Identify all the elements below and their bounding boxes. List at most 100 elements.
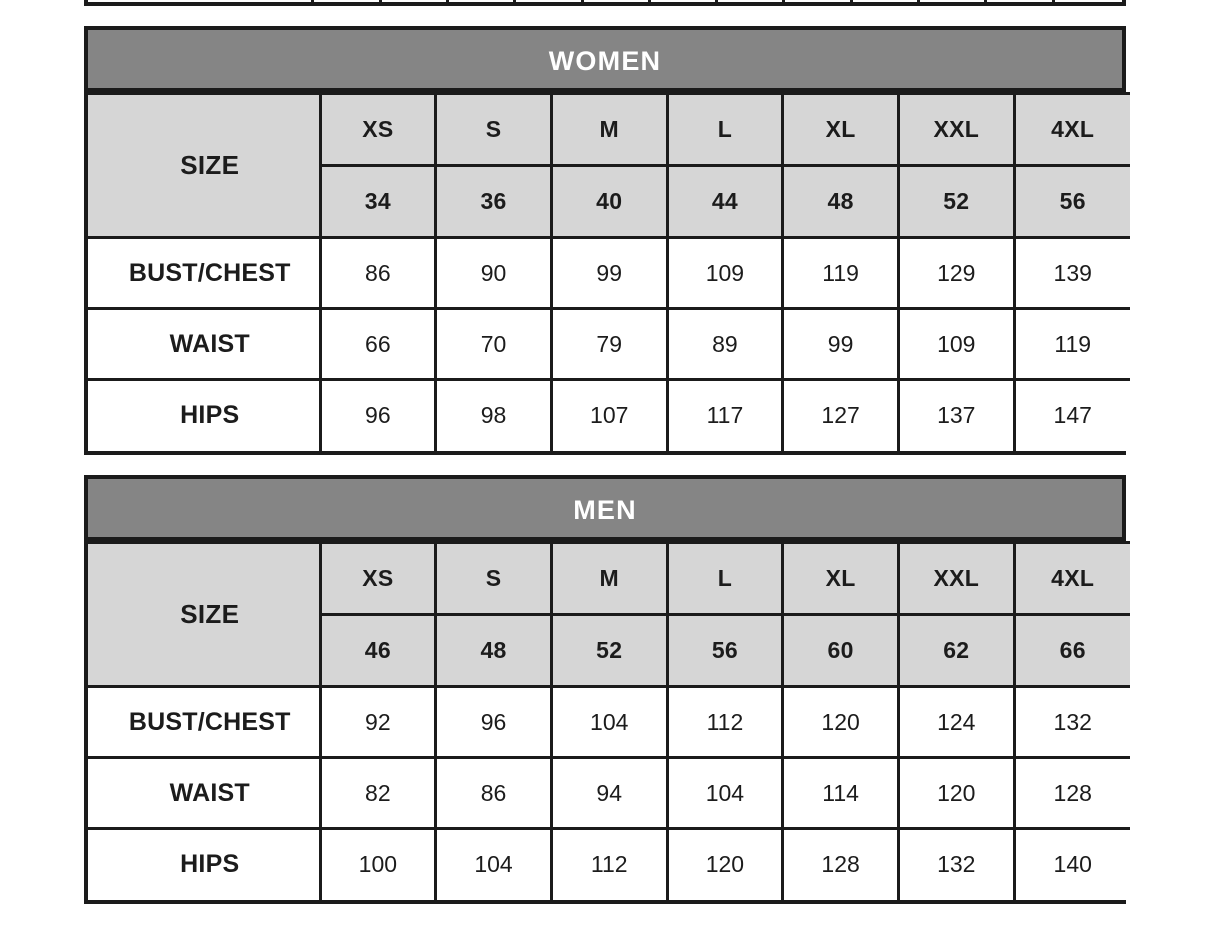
men-section-title: MEN (88, 479, 1122, 541)
size-number-44: 44 (665, 164, 785, 239)
size-name-s: S (434, 92, 553, 167)
partial-table-column (382, 0, 449, 2)
size-name-m: M (549, 92, 669, 167)
men-measurements-table: SIZE XS S M L XL XXL 4XL 46 48 52 56 60 62 66 BUST/CHES… (88, 541, 1130, 900)
size-number-40: 40 (549, 164, 669, 239)
table-row: BUST/CHEST 86 90 99 109 119 129 139 (88, 236, 1130, 310)
measurement-label-hips: HIPS (88, 378, 322, 451)
measurement-value: 86 (318, 236, 438, 310)
size-name-xl: XL (781, 541, 900, 616)
measurement-value: 128 (781, 827, 900, 900)
size-name-xs: XS (318, 541, 438, 616)
size-number-46: 46 (318, 613, 438, 688)
women-measurements-table: SIZE XS S M L XL XXL 4XL 34 36 40 44 48 52 56 BUST/CHES… (88, 92, 1130, 451)
measurement-value: 137 (896, 378, 1016, 451)
measurement-value: 128 (1012, 756, 1130, 830)
size-name-header-row: SIZE XS S M L XL XXL 4XL (88, 92, 1130, 239)
size-number-52: 52 (549, 613, 669, 688)
men-size-table: MEN SIZE XS S M L XL XXL 4XL 46 48 52 56 60 62 66 BUST/… (84, 475, 1130, 904)
measurement-value: 120 (896, 756, 1016, 830)
measurement-label-hips: HIPS (88, 827, 322, 900)
size-name-xs: XS (318, 92, 438, 167)
measurement-value: 66 (318, 307, 438, 381)
size-number-66: 66 (1012, 613, 1130, 688)
measurement-value: 139 (1012, 236, 1130, 310)
measurement-value: 112 (549, 827, 669, 900)
measurement-value: 124 (896, 685, 1016, 759)
measurement-value: 79 (549, 307, 669, 381)
measurement-value: 104 (665, 756, 785, 830)
partial-table-column (88, 0, 315, 2)
measurement-value: 140 (1012, 827, 1130, 900)
measurement-value: 132 (896, 827, 1016, 900)
size-name-xl: XL (781, 92, 900, 167)
partial-table-column (718, 0, 786, 2)
size-name-s: S (434, 541, 553, 616)
table-row: BUST/CHEST 92 96 104 112 120 124 132 (88, 685, 1130, 759)
partial-table-column (314, 0, 382, 2)
size-name-m: M (549, 541, 669, 616)
size-number-56: 56 (1012, 164, 1130, 239)
measurement-value: 120 (781, 685, 900, 759)
size-number-header-row: 34 36 40 44 48 52 56 (88, 164, 1130, 239)
measurement-value: 99 (781, 307, 900, 381)
size-name-4xl: 4XL (1012, 92, 1130, 167)
partial-table-column (853, 0, 921, 2)
size-number-34: 34 (318, 164, 438, 239)
partial-table-column (584, 0, 651, 2)
measurement-value: 132 (1012, 685, 1130, 759)
size-number-52: 52 (896, 164, 1016, 239)
size-number-62: 62 (896, 613, 1016, 688)
women-section-title: WOMEN (88, 30, 1122, 92)
measurement-value: 90 (434, 236, 553, 310)
measurement-value: 99 (549, 236, 669, 310)
table-row: WAIST 82 86 94 104 114 120 128 (88, 756, 1130, 830)
measurement-value: 92 (318, 685, 438, 759)
previous-table-partial (84, 0, 1126, 6)
measurement-value: 82 (318, 756, 438, 830)
measurement-value: 147 (1012, 378, 1130, 451)
measurement-value: 129 (896, 236, 1016, 310)
measurement-value: 70 (434, 307, 553, 381)
measurement-label-waist: WAIST (88, 307, 322, 381)
partial-table-column (516, 0, 584, 2)
measurement-value: 112 (665, 685, 785, 759)
measurement-value: 104 (549, 685, 669, 759)
measurement-value: 98 (434, 378, 553, 451)
measurement-value: 127 (781, 378, 900, 451)
size-name-4xl: 4XL (1012, 541, 1130, 616)
size-number-header-row: 46 48 52 56 60 62 66 (88, 613, 1130, 688)
measurement-value: 114 (781, 756, 900, 830)
partial-table-column (920, 0, 988, 2)
measurement-value: 100 (318, 827, 438, 900)
size-name-xxl: XXL (896, 541, 1016, 616)
measurement-label-bust-chest: BUST/CHEST (88, 685, 322, 759)
partial-table-column (785, 0, 853, 2)
size-number-48: 48 (434, 613, 553, 688)
partial-table-column (987, 0, 1055, 2)
women-size-table: WOMEN SIZE XS S M L XL XXL 4XL 34 36 40 44 48 52 56 BUS… (84, 26, 1130, 455)
measurement-value: 109 (665, 236, 785, 310)
table-row: HIPS 100 104 112 120 128 132 140 (88, 827, 1130, 900)
measurement-value: 96 (434, 685, 553, 759)
measurement-value: 120 (665, 827, 785, 900)
measurement-label-waist: WAIST (88, 756, 322, 830)
size-number-56: 56 (665, 613, 785, 688)
table-row: HIPS 96 98 107 117 127 137 147 (88, 378, 1130, 451)
size-label-cell: SIZE (88, 541, 322, 688)
measurement-value: 86 (434, 756, 553, 830)
size-name-l: L (665, 92, 785, 167)
measurement-value: 119 (1012, 307, 1130, 381)
measurement-value: 109 (896, 307, 1016, 381)
size-number-48: 48 (781, 164, 900, 239)
measurement-value: 94 (549, 756, 669, 830)
measurement-label-bust-chest: BUST/CHEST (88, 236, 322, 310)
partial-table-column (651, 0, 719, 2)
size-number-36: 36 (434, 164, 553, 239)
partial-table-column (1055, 0, 1122, 2)
measurement-value: 117 (665, 378, 785, 451)
measurement-value: 107 (549, 378, 669, 451)
size-number-60: 60 (781, 613, 900, 688)
size-name-xxl: XXL (896, 92, 1016, 167)
